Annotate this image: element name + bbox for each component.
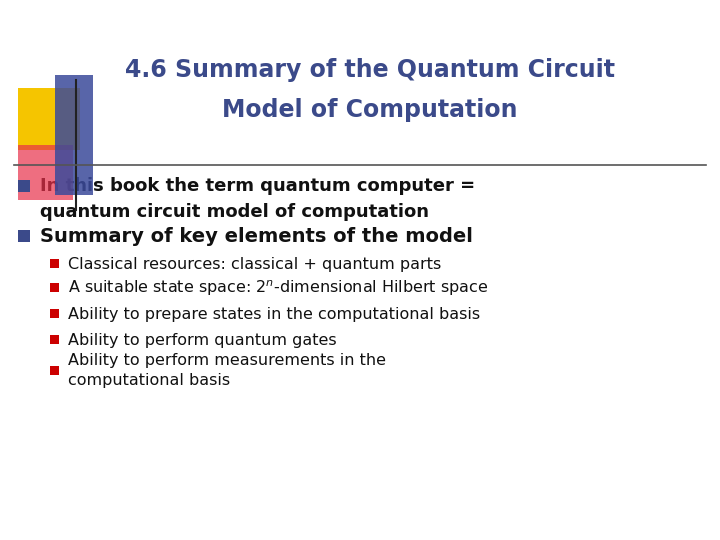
Text: In this book the term quantum computer =: In this book the term quantum computer = [40,177,475,195]
Bar [18,145,73,200]
Text: 4.6 Summary of the Quantum Circuit: 4.6 Summary of the Quantum Circuit [125,58,615,82]
Text: Ability to perform quantum gates: Ability to perform quantum gates [68,333,337,348]
Text: quantum circuit model of computation: quantum circuit model of computation [40,203,429,221]
Bar [18,180,30,192]
Text: Ability to perform measurements in the: Ability to perform measurements in the [68,354,386,368]
Bar [18,230,30,242]
Text: Summary of key elements of the model: Summary of key elements of the model [40,226,473,246]
Bar [18,88,80,150]
Bar [50,366,59,375]
Bar [50,283,59,292]
Text: Ability to prepare states in the computational basis: Ability to prepare states in the computa… [68,307,480,321]
Text: Model of Computation: Model of Computation [222,98,518,122]
Bar [50,259,59,268]
Text: computational basis: computational basis [68,374,230,388]
Text: A suitable state space: $2^n$-dimensional Hilbert space: A suitable state space: $2^n$-dimensiona… [68,278,488,298]
Bar [50,335,59,344]
Bar [55,75,93,195]
Text: Classical resources: classical + quantum parts: Classical resources: classical + quantum… [68,256,441,272]
Bar [50,309,59,318]
